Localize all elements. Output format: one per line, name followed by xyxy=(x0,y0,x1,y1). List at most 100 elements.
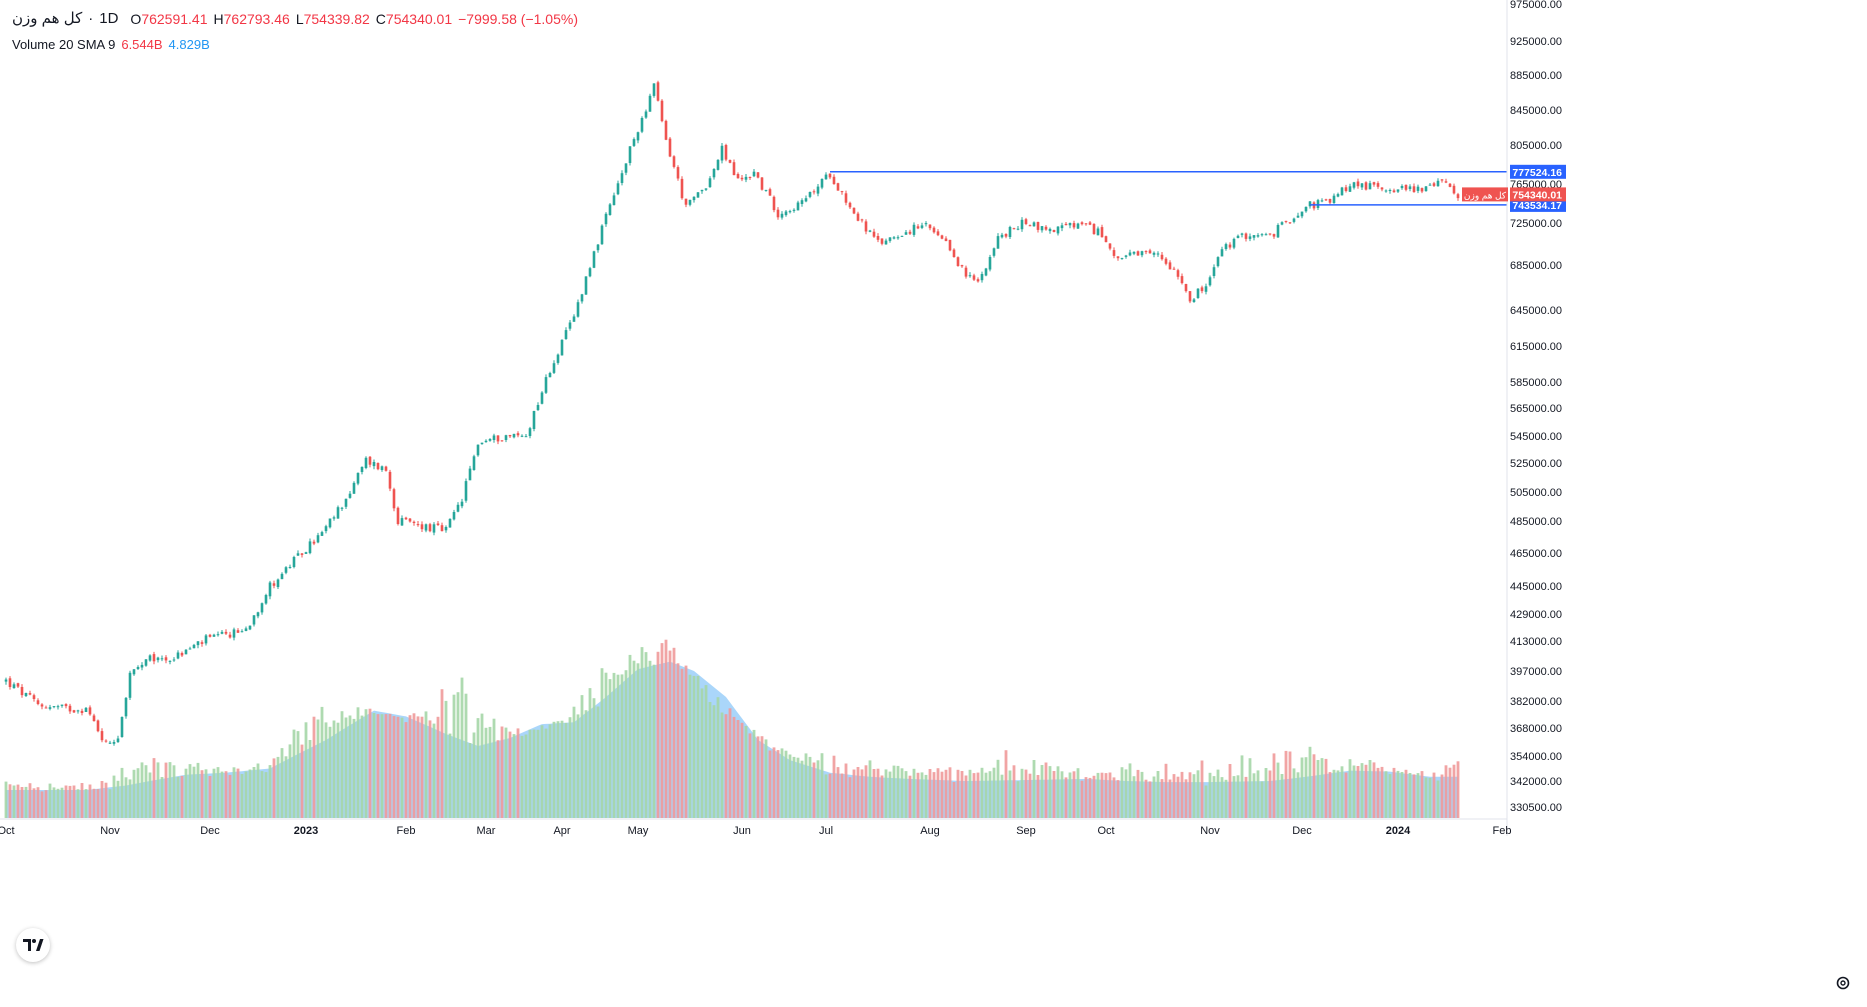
candle[interactable] xyxy=(1004,233,1008,239)
candle[interactable] xyxy=(868,229,872,233)
candle[interactable] xyxy=(1156,251,1160,257)
candle[interactable] xyxy=(352,481,356,494)
candle[interactable] xyxy=(1292,217,1296,224)
candle[interactable] xyxy=(1136,250,1140,256)
candle[interactable] xyxy=(812,189,816,195)
candle[interactable] xyxy=(208,633,212,638)
candle[interactable] xyxy=(480,442,484,445)
candle[interactable] xyxy=(748,176,752,181)
candle[interactable] xyxy=(188,646,192,650)
candle[interactable] xyxy=(1356,178,1360,189)
candle[interactable] xyxy=(288,564,292,569)
candle[interactable] xyxy=(148,654,152,662)
candle[interactable] xyxy=(1432,181,1436,187)
candle[interactable] xyxy=(436,521,440,526)
candle[interactable] xyxy=(1252,235,1256,241)
candle[interactable] xyxy=(140,662,144,671)
candle[interactable] xyxy=(192,643,196,649)
candle[interactable] xyxy=(956,256,960,267)
candle[interactable] xyxy=(104,739,108,743)
candle[interactable] xyxy=(820,178,824,190)
volume-indicator-label[interactable]: Volume 20 SMA 9 xyxy=(12,37,116,52)
candle[interactable] xyxy=(1060,222,1064,232)
candle[interactable] xyxy=(960,264,964,268)
candle[interactable] xyxy=(228,631,232,639)
candle[interactable] xyxy=(1388,188,1392,194)
candle[interactable] xyxy=(400,515,404,526)
candle[interactable] xyxy=(736,172,740,179)
candle[interactable] xyxy=(1244,232,1248,242)
candle[interactable] xyxy=(176,650,180,660)
candle[interactable] xyxy=(1140,250,1144,258)
candle[interactable] xyxy=(616,180,620,196)
candle[interactable] xyxy=(1008,225,1012,239)
candle[interactable] xyxy=(432,522,436,536)
candle[interactable] xyxy=(1304,206,1308,213)
candle[interactable] xyxy=(1036,221,1040,233)
candle[interactable] xyxy=(1028,224,1032,227)
candle[interactable] xyxy=(1184,283,1188,293)
candle[interactable] xyxy=(360,466,364,475)
candle[interactable] xyxy=(800,198,804,207)
candle[interactable] xyxy=(324,524,328,534)
candle[interactable] xyxy=(420,521,424,532)
candle[interactable] xyxy=(684,198,688,208)
candle[interactable] xyxy=(4,677,8,685)
candle[interactable] xyxy=(32,693,36,702)
candle[interactable] xyxy=(512,433,516,439)
candle[interactable] xyxy=(408,518,412,523)
candle[interactable] xyxy=(440,522,444,532)
candle[interactable] xyxy=(568,320,572,331)
candle[interactable] xyxy=(308,538,312,555)
candle[interactable] xyxy=(256,611,260,619)
candle[interactable] xyxy=(1076,222,1080,229)
candle[interactable] xyxy=(1152,251,1156,258)
candle[interactable] xyxy=(1180,273,1184,285)
candle[interactable] xyxy=(888,237,892,243)
candle[interactable] xyxy=(1220,246,1224,257)
candle[interactable] xyxy=(60,704,64,708)
candle[interactable] xyxy=(1064,222,1068,226)
candle[interactable] xyxy=(904,230,908,235)
candle[interactable] xyxy=(536,402,540,411)
candle[interactable] xyxy=(1120,257,1124,260)
candle[interactable] xyxy=(588,266,592,278)
candle[interactable] xyxy=(448,518,452,528)
candle[interactable] xyxy=(620,170,624,186)
candle[interactable] xyxy=(1392,188,1396,193)
gear-icon[interactable] xyxy=(1835,975,1851,996)
candle[interactable] xyxy=(1172,266,1176,270)
candle[interactable] xyxy=(8,676,12,690)
candle[interactable] xyxy=(416,521,420,527)
candle[interactable] xyxy=(576,299,580,318)
candle[interactable] xyxy=(556,353,560,365)
candle[interactable] xyxy=(996,233,1000,249)
candle[interactable] xyxy=(1000,232,1004,239)
candle[interactable] xyxy=(1364,181,1368,191)
candle[interactable] xyxy=(200,640,204,647)
candle[interactable] xyxy=(548,371,552,378)
candle[interactable] xyxy=(644,109,648,119)
candle[interactable] xyxy=(612,192,616,206)
candle[interactable] xyxy=(1112,247,1116,259)
candle[interactable] xyxy=(780,211,784,220)
candle[interactable] xyxy=(1408,184,1412,192)
candle[interactable] xyxy=(792,208,796,213)
candle[interactable] xyxy=(1272,233,1276,239)
candle[interactable] xyxy=(404,516,408,520)
symbol-name[interactable]: کل هم وزن xyxy=(12,10,83,27)
candle[interactable] xyxy=(932,226,936,234)
candle[interactable] xyxy=(1124,254,1128,259)
candle[interactable] xyxy=(1288,222,1292,224)
candle[interactable] xyxy=(900,235,904,237)
candle[interactable] xyxy=(1072,220,1076,230)
candle[interactable] xyxy=(332,515,336,521)
candle[interactable] xyxy=(280,572,284,580)
candle[interactable] xyxy=(1088,221,1092,226)
last-price-label[interactable]: 754340.01 کل هم وزن xyxy=(1462,187,1566,202)
candle[interactable] xyxy=(1436,178,1440,187)
candle[interactable] xyxy=(124,697,128,719)
candle[interactable] xyxy=(964,265,968,279)
candle[interactable] xyxy=(16,682,20,688)
